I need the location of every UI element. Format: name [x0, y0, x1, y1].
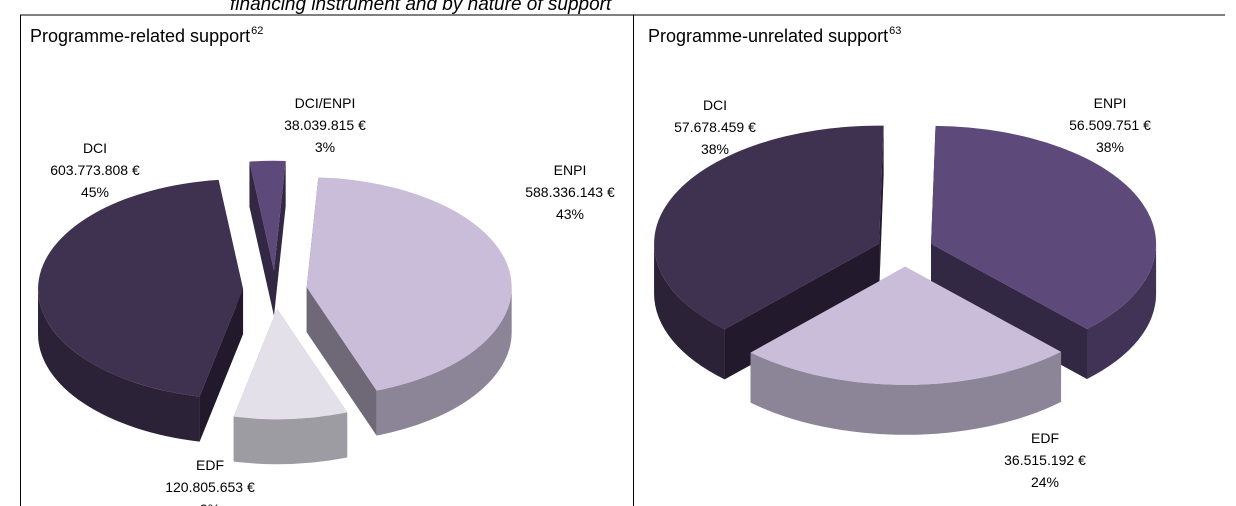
slice-shade — [750, 351, 1062, 435]
slice-category: EDF — [1031, 430, 1059, 446]
slice-value: 588.336.143 € — [525, 184, 615, 200]
slice-shade — [233, 412, 348, 465]
slice — [750, 266, 1062, 435]
slice-category: DCI — [83, 140, 107, 156]
slice-shade — [724, 243, 880, 380]
slice-value: 56.509.751 € — [1069, 117, 1151, 133]
slice-shade — [306, 287, 377, 436]
slice-shade — [199, 289, 244, 442]
slice-side — [38, 289, 200, 442]
slice-top — [931, 125, 1157, 329]
slice-category: DCI — [703, 97, 727, 113]
panel-title: Programme-related support — [30, 26, 250, 46]
slice-side — [1086, 243, 1157, 379]
slice-side — [249, 161, 274, 316]
slice-value: 36.515.192 € — [1004, 452, 1086, 468]
slice-side — [273, 160, 286, 316]
slice-percent: 45% — [81, 184, 109, 200]
slice-percent: 38% — [701, 141, 729, 157]
slice-category: ENPI — [1094, 95, 1127, 111]
slice-side — [750, 351, 1062, 435]
title-footnote: 62 — [251, 25, 263, 37]
slice-side — [879, 125, 884, 294]
slice-side — [724, 243, 880, 380]
slice-shade — [273, 160, 286, 316]
slice-shade — [249, 161, 274, 316]
slice-side — [376, 287, 512, 436]
slice — [654, 125, 884, 380]
slice-top — [654, 125, 884, 330]
slice-top — [249, 160, 286, 271]
slice — [306, 177, 512, 436]
slice-value: 38.039.815 € — [284, 117, 366, 133]
slice-value: 603.773.808 € — [50, 162, 140, 178]
caption: financing instrument and by nature of su… — [230, 0, 612, 15]
slice-shade — [879, 125, 884, 294]
panel-title: Programme-unrelated support — [648, 26, 888, 46]
slice-value: 57.678.459 € — [674, 119, 756, 135]
slice-category: ENPI — [554, 162, 587, 178]
slice-side — [306, 287, 377, 436]
slice-shade — [376, 287, 512, 436]
slice-side — [233, 412, 348, 465]
slice-category: EDF — [196, 457, 224, 473]
slice — [249, 160, 286, 316]
slice-shade — [1086, 243, 1157, 379]
slice-value: 120.805.653 € — [165, 479, 255, 495]
slice-percent: 3% — [315, 139, 335, 155]
slice-side — [199, 289, 244, 442]
slice-shade — [654, 243, 725, 380]
slice-top — [306, 177, 512, 391]
slice-side — [654, 243, 725, 380]
slice-top — [38, 179, 244, 397]
slice-percent: 38% — [1096, 139, 1124, 155]
slice-shade — [38, 289, 200, 442]
slice-top — [750, 266, 1062, 385]
slice-percent: 43% — [556, 206, 584, 222]
slice — [38, 179, 244, 442]
slice-category: DCI/ENPI — [295, 95, 356, 111]
slice — [233, 309, 348, 465]
slice-top — [233, 309, 348, 420]
slice-percent: 9% — [200, 501, 220, 506]
title-footnote: 63 — [889, 25, 901, 37]
slice-percent: 24% — [1031, 474, 1059, 490]
